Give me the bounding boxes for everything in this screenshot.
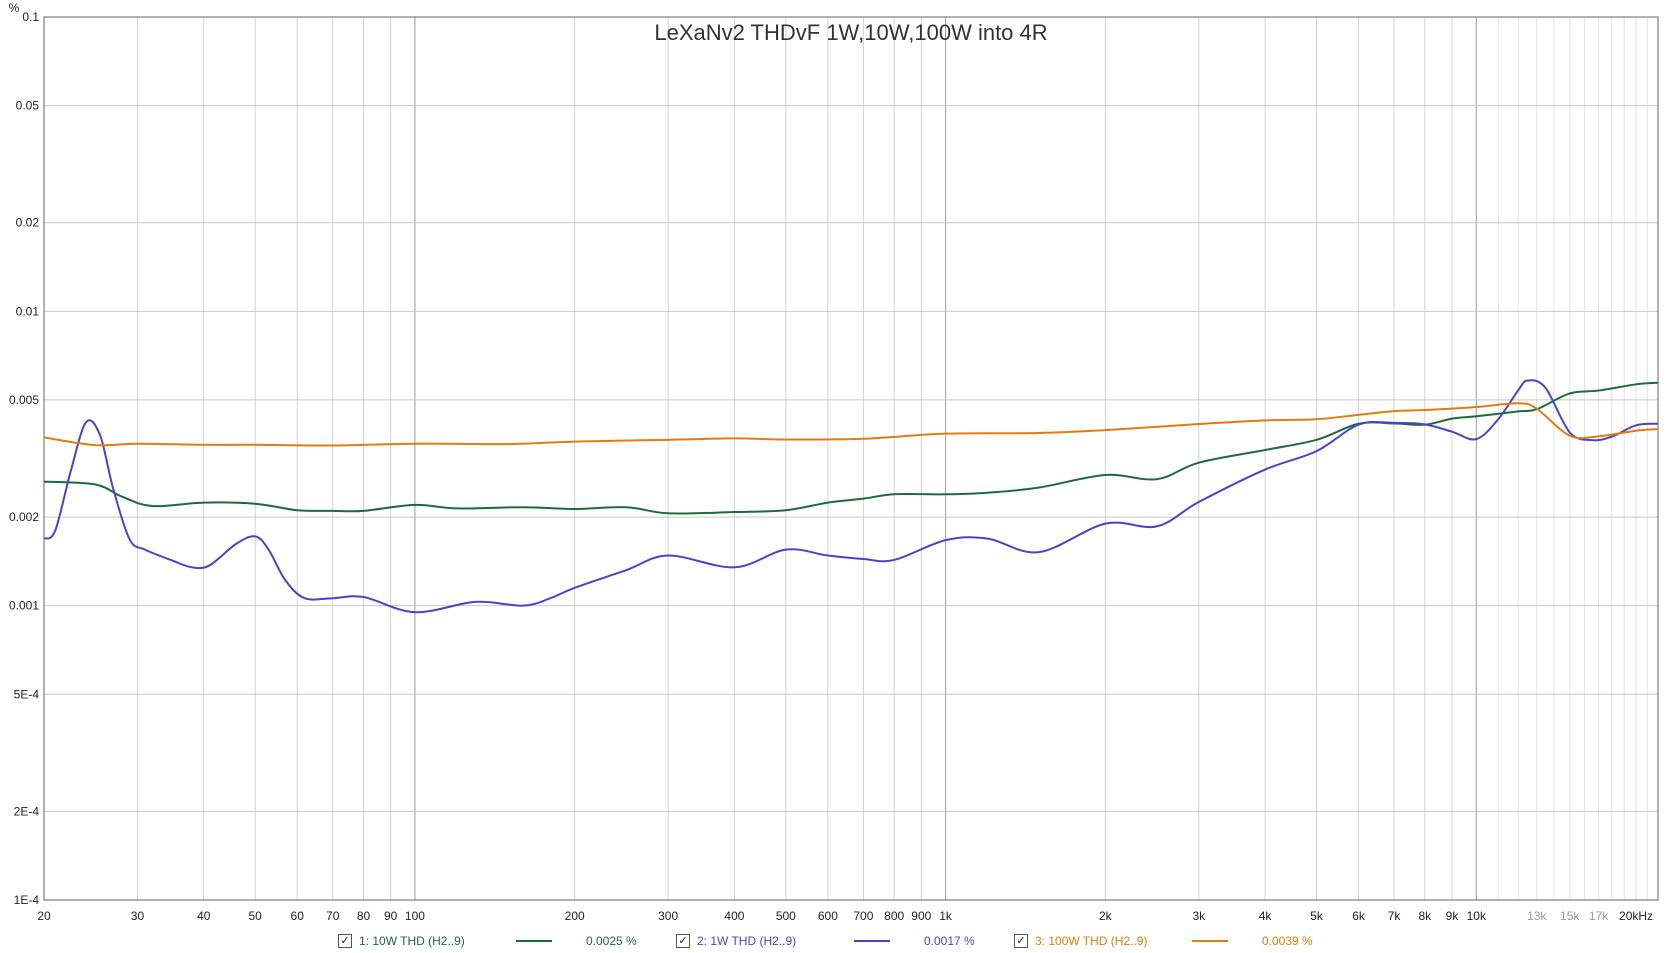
x-tick-label: 80 [357,909,371,923]
x-tick-label: 700 [853,909,873,923]
thd-chart: 0.1 0.05 0.02 0.01 0.005 0.002 0.001 5E-4 2E-4 1E… [0,0,1676,930]
x-tick-label: 13k [1527,909,1547,923]
x-tick-label: 6k [1352,909,1366,923]
y-tick-label: 5E-4 [14,687,40,701]
legend-label-100w: 3: 100W THD (H2..9) [1035,934,1148,948]
x-tick-label: 1k [939,909,953,923]
y-tick-label: 0.1 [22,10,39,24]
series-line-2 [43,379,1659,614]
legend-value-1w: 0.0017 % [924,934,975,948]
x-tick-label: 20kHz [1619,909,1653,923]
x-tick-label: 5k [1310,909,1324,923]
plot-frame [43,16,1659,901]
y-axis-unit: % [9,1,20,15]
grid-lines [43,16,1658,901]
checkbox-10w[interactable]: ✓ [338,934,352,948]
y-tick-label: 1E-4 [14,893,40,907]
y-tick-label: 0.05 [16,99,40,113]
y-tick-label: 2E-4 [14,804,40,818]
series-line-1 [43,381,1659,515]
y-tick-label: 0.01 [16,304,40,318]
legend-swatch-1w [854,940,890,942]
legend-item-100w[interactable]: ✓ 3: 100W THD (H2..9) [1014,931,1147,951]
legend-item-10w[interactable]: ✓ 1: 10W THD (H2..9) [338,931,465,951]
y-tick-label: 0.005 [9,393,39,407]
x-tick-label: 600 [818,909,838,923]
x-tick-label: 70 [326,909,340,923]
x-tick-label: 400 [724,909,744,923]
x-tick-label: 2k [1099,909,1113,923]
x-tick-label: 60 [291,909,305,923]
x-tick-labels: 20 30 40 50 60 70 80 90 100 200 300 400 500 600 700 800… [37,909,1653,923]
series-line-3 [43,402,1659,447]
x-tick-label: 3k [1192,909,1206,923]
x-tick-label: 4k [1259,909,1273,923]
y-tick-label: 0.001 [9,599,39,613]
legend-value-100w: 0.0039 % [1262,934,1313,948]
x-tick-label: 100 [405,909,425,923]
x-tick-label: 200 [565,909,585,923]
legend-label-10w: 1: 10W THD (H2..9) [359,934,465,948]
series-lines [43,379,1659,614]
x-tick-label: 500 [776,909,796,923]
x-tick-label: 800 [884,909,904,923]
x-tick-label: 50 [248,909,262,923]
x-tick-label: 900 [911,909,931,923]
x-tick-label: 300 [658,909,678,923]
legend-label-1w: 2: 1W THD (H2..9) [697,934,797,948]
chart-background [0,0,1676,930]
x-tick-label: 20 [37,909,51,923]
y-tick-label: 0.02 [16,216,40,230]
legend-value-10w: 0.0025 % [586,934,637,948]
x-tick-label: 7k [1388,909,1402,923]
y-tick-label: 0.002 [9,510,39,524]
legend-swatch-100w [1192,940,1228,942]
legend-item-1w[interactable]: ✓ 2: 1W THD (H2..9) [676,931,796,951]
checkbox-100w[interactable]: ✓ [1014,934,1028,948]
x-tick-label: 17k [1589,909,1609,923]
legend-swatch-10w [516,940,552,942]
x-tick-label: 40 [197,909,211,923]
x-tick-label: 90 [384,909,398,923]
x-tick-label: 9k [1446,909,1460,923]
x-tick-label: 15k [1560,909,1580,923]
y-tick-labels: 0.1 0.05 0.02 0.01 0.005 0.002 0.001 5E-4 2E-4 1E… [9,10,39,907]
x-tick-label: 30 [131,909,145,923]
legend: ✓ 1: 10W THD (H2..9) 0.0025 % ✓ 2: 1W TH… [0,931,1676,951]
checkbox-1w[interactable]: ✓ [676,934,690,948]
x-tick-label: 8k [1419,909,1433,923]
chart-title: LeXaNv2 THDvF 1W,10W,100W into 4R [654,20,1047,45]
x-tick-label: 10k [1467,909,1487,923]
